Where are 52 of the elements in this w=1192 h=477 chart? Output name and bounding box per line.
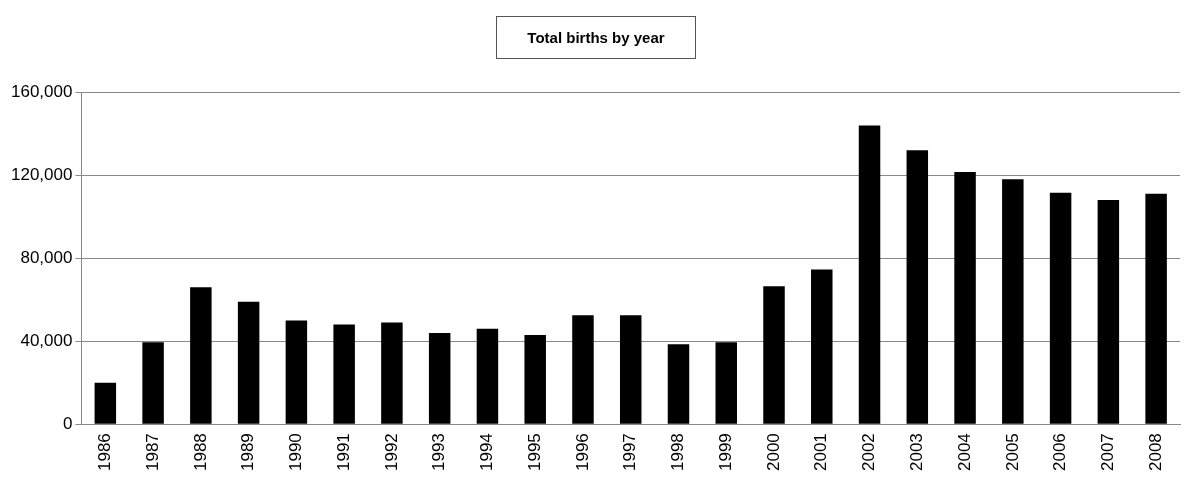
x-tick-label: 2001: [811, 433, 831, 472]
bar: [333, 324, 355, 424]
x-tick-label: 1989: [238, 433, 258, 472]
bar: [715, 342, 737, 424]
x-tick-label: 1998: [668, 433, 688, 472]
bar: [1097, 200, 1120, 424]
bar: [142, 342, 164, 424]
bar: [428, 332, 451, 424]
bar: [190, 287, 212, 424]
x-tick-label: 2006: [1050, 433, 1070, 472]
y-tick-label: 40,000: [20, 330, 73, 350]
x-tick-label: 1994: [477, 433, 497, 472]
x-tick-label: 1995: [524, 433, 544, 472]
x-tick-label: 2005: [1002, 433, 1022, 472]
bar: [381, 322, 403, 424]
y-tick-label: 120,000: [11, 164, 73, 184]
bar: [906, 150, 929, 424]
bar: [524, 334, 546, 424]
x-tick-label: 1987: [142, 433, 162, 472]
bar: [763, 286, 785, 424]
x-tick-label: 1993: [429, 433, 449, 472]
x-tick-label: 2007: [1098, 433, 1118, 472]
bar: [1002, 179, 1024, 424]
x-tick-label: 1997: [620, 433, 640, 472]
x-tick-label: 1992: [381, 433, 401, 472]
x-tick-label: 2002: [859, 433, 879, 472]
x-tick-label: 1999: [715, 433, 735, 472]
x-tick-label: 2008: [1145, 433, 1165, 472]
bar: [237, 301, 260, 424]
x-tick-label: 2000: [763, 433, 783, 472]
bar: [667, 344, 690, 424]
bar: [811, 269, 833, 424]
x-tick-label: 1996: [572, 433, 592, 472]
bar: [94, 382, 117, 424]
bar: [476, 328, 499, 424]
bar: [285, 320, 308, 424]
y-tick-label: 160,000: [11, 81, 73, 101]
x-tick-label: 1986: [95, 433, 115, 472]
chart-title: Total births by year: [496, 16, 696, 59]
bar: [858, 125, 881, 424]
bar: [572, 315, 594, 424]
bar: [1049, 192, 1072, 424]
bar: [619, 315, 642, 424]
x-tick-label: 1991: [333, 433, 353, 472]
y-tick-label: 80,000: [20, 247, 73, 267]
x-tick-label: 1988: [190, 433, 210, 472]
x-tick-label: 1990: [286, 433, 306, 472]
bar: [954, 172, 976, 424]
y-tick-label: 0: [62, 413, 73, 433]
x-tick-label: 2003: [906, 433, 926, 472]
bar: [1145, 193, 1167, 424]
x-tick-label: 2004: [954, 433, 974, 472]
